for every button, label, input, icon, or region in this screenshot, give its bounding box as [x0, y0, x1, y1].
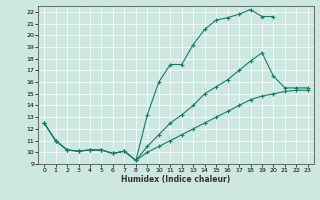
X-axis label: Humidex (Indice chaleur): Humidex (Indice chaleur): [121, 175, 231, 184]
